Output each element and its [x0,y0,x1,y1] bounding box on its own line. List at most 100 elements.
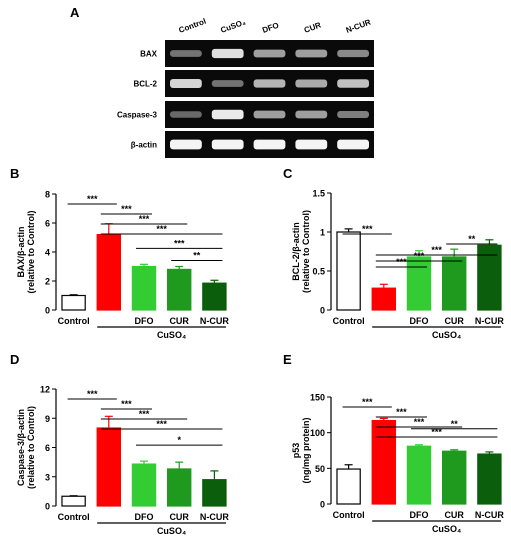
bar [371,419,397,505]
blot-band [337,79,369,88]
significance-label: *** [431,245,442,255]
bar [202,479,227,507]
bar [131,463,157,507]
y-axis-title: Caspase-3/β-actin [16,409,26,486]
bar [336,231,361,311]
y-axis-title: BAX/β-actin [16,227,26,278]
blot-band [211,80,244,87]
x-tick-label: Control [333,316,365,326]
bar-chart-caspase3: 0 3 6 9 12 Caspase-3/β-actin (relative to Cont… [16,385,229,537]
lane-label: Control [178,17,208,35]
bar-chart-bcl2: 0 0.5 1 1.5 BCL-2/β-actin (relative to Contro… [291,189,504,341]
significance-label: *** [87,389,98,399]
y-tick-label: 1.5 [312,189,325,199]
x-tick-label: DFO [135,512,154,522]
group-label: CuSO₄ [432,524,461,534]
blot-band [337,49,369,58]
y-axis-title: p53 [291,443,301,459]
y-tick-label: 6 [45,443,50,453]
bar [131,265,157,311]
panel-label-c: C [283,166,293,181]
x-tick-label: Control [58,512,90,522]
x-tick-label: DFO [410,316,429,326]
blot-band [170,50,202,57]
significance-label: *** [121,204,132,214]
y-tick-label: 100 [310,428,325,438]
y-axis-subtitle: (relative to Control) [26,406,36,489]
bar [166,268,192,311]
y-tick-label: 2 [45,277,50,287]
bar-chart-bax: 0 2 4 6 8 BAX/β-actin (relative to Control) Con… [16,190,229,341]
y-tick-label: 50 [315,464,325,474]
significance-label: *** [414,251,425,261]
y-tick-label: 9 [45,414,50,424]
bar [61,495,86,507]
lane-label: DFO [261,21,280,35]
significance-label: *** [362,397,373,407]
significance-label: *** [139,214,150,224]
x-tick-label: CUR [444,316,464,326]
y-axis-subtitle: (relative to Control) [301,210,311,293]
blot-band [170,111,202,118]
panel-label-e: E [283,352,292,367]
significance-label: *** [139,409,150,419]
significance-label: *** [431,427,442,437]
lane-label: N-CUR [345,18,373,35]
blot-band [337,139,369,150]
bar [406,256,432,311]
blot-band [253,139,286,150]
x-tick-label: DFO [410,510,429,520]
group-label: CuSO₄ [432,330,461,340]
significance-label: ** [468,234,476,244]
bar [371,287,397,311]
blot-band [253,49,286,58]
x-tick-label: Control [333,510,365,520]
bar [441,450,467,505]
y-tick-label: 0 [45,306,50,316]
significance-label: *** [396,407,407,417]
western-blot-panel: Control CuSO₄ DFO CUR N-CUR BAX BCL-2 Caspase-3… [117,17,374,158]
significance-label: ** [193,251,201,261]
x-tick-label: CUR [444,510,464,520]
blot-band [211,139,244,150]
bar [166,468,192,507]
group-label: CuSO₄ [157,526,186,536]
y-tick-label: 3 [45,472,50,482]
significance-label: *** [121,399,132,409]
x-tick-label: N-CUR [475,510,504,520]
y-tick-label: 0.5 [312,267,325,277]
y-tick-label: 150 [310,393,325,403]
bar [477,453,502,505]
y-tick-label: 0 [320,306,325,316]
lane-label: CUR [303,20,323,34]
blot-band [211,109,244,120]
significance-label: *** [156,419,167,429]
y-tick-label: 12 [40,385,50,395]
significance-label: *** [87,194,98,204]
bar [96,427,122,507]
blot-row-label: BCL-2 [133,80,157,89]
panel-label-a: A [70,5,80,20]
blot-row-label: β-actin [131,141,157,150]
significance-label: *** [414,417,425,427]
blot-band [295,139,328,150]
group-label: CuSO₄ [157,330,186,340]
significance-label: * [177,435,181,445]
y-tick-label: 0 [320,500,325,510]
y-axis-subtitle: (relative to Control) [26,210,36,293]
x-tick-label: N-CUR [200,512,229,522]
y-tick-label: 8 [45,190,50,200]
blot-band [253,79,286,88]
blot-band [170,139,202,150]
y-tick-label: 6 [45,219,50,229]
bar [406,445,432,505]
significance-label: *** [396,257,407,267]
significance-label: *** [362,224,373,234]
x-tick-label: DFO [135,316,154,326]
panel-label-d: D [10,352,19,367]
x-tick-label: N-CUR [200,316,229,326]
significance-label: ** [451,419,459,429]
bar [96,234,122,311]
y-axis-title: BCL-2/β-actin [291,222,301,281]
y-tick-label: 4 [45,248,50,258]
